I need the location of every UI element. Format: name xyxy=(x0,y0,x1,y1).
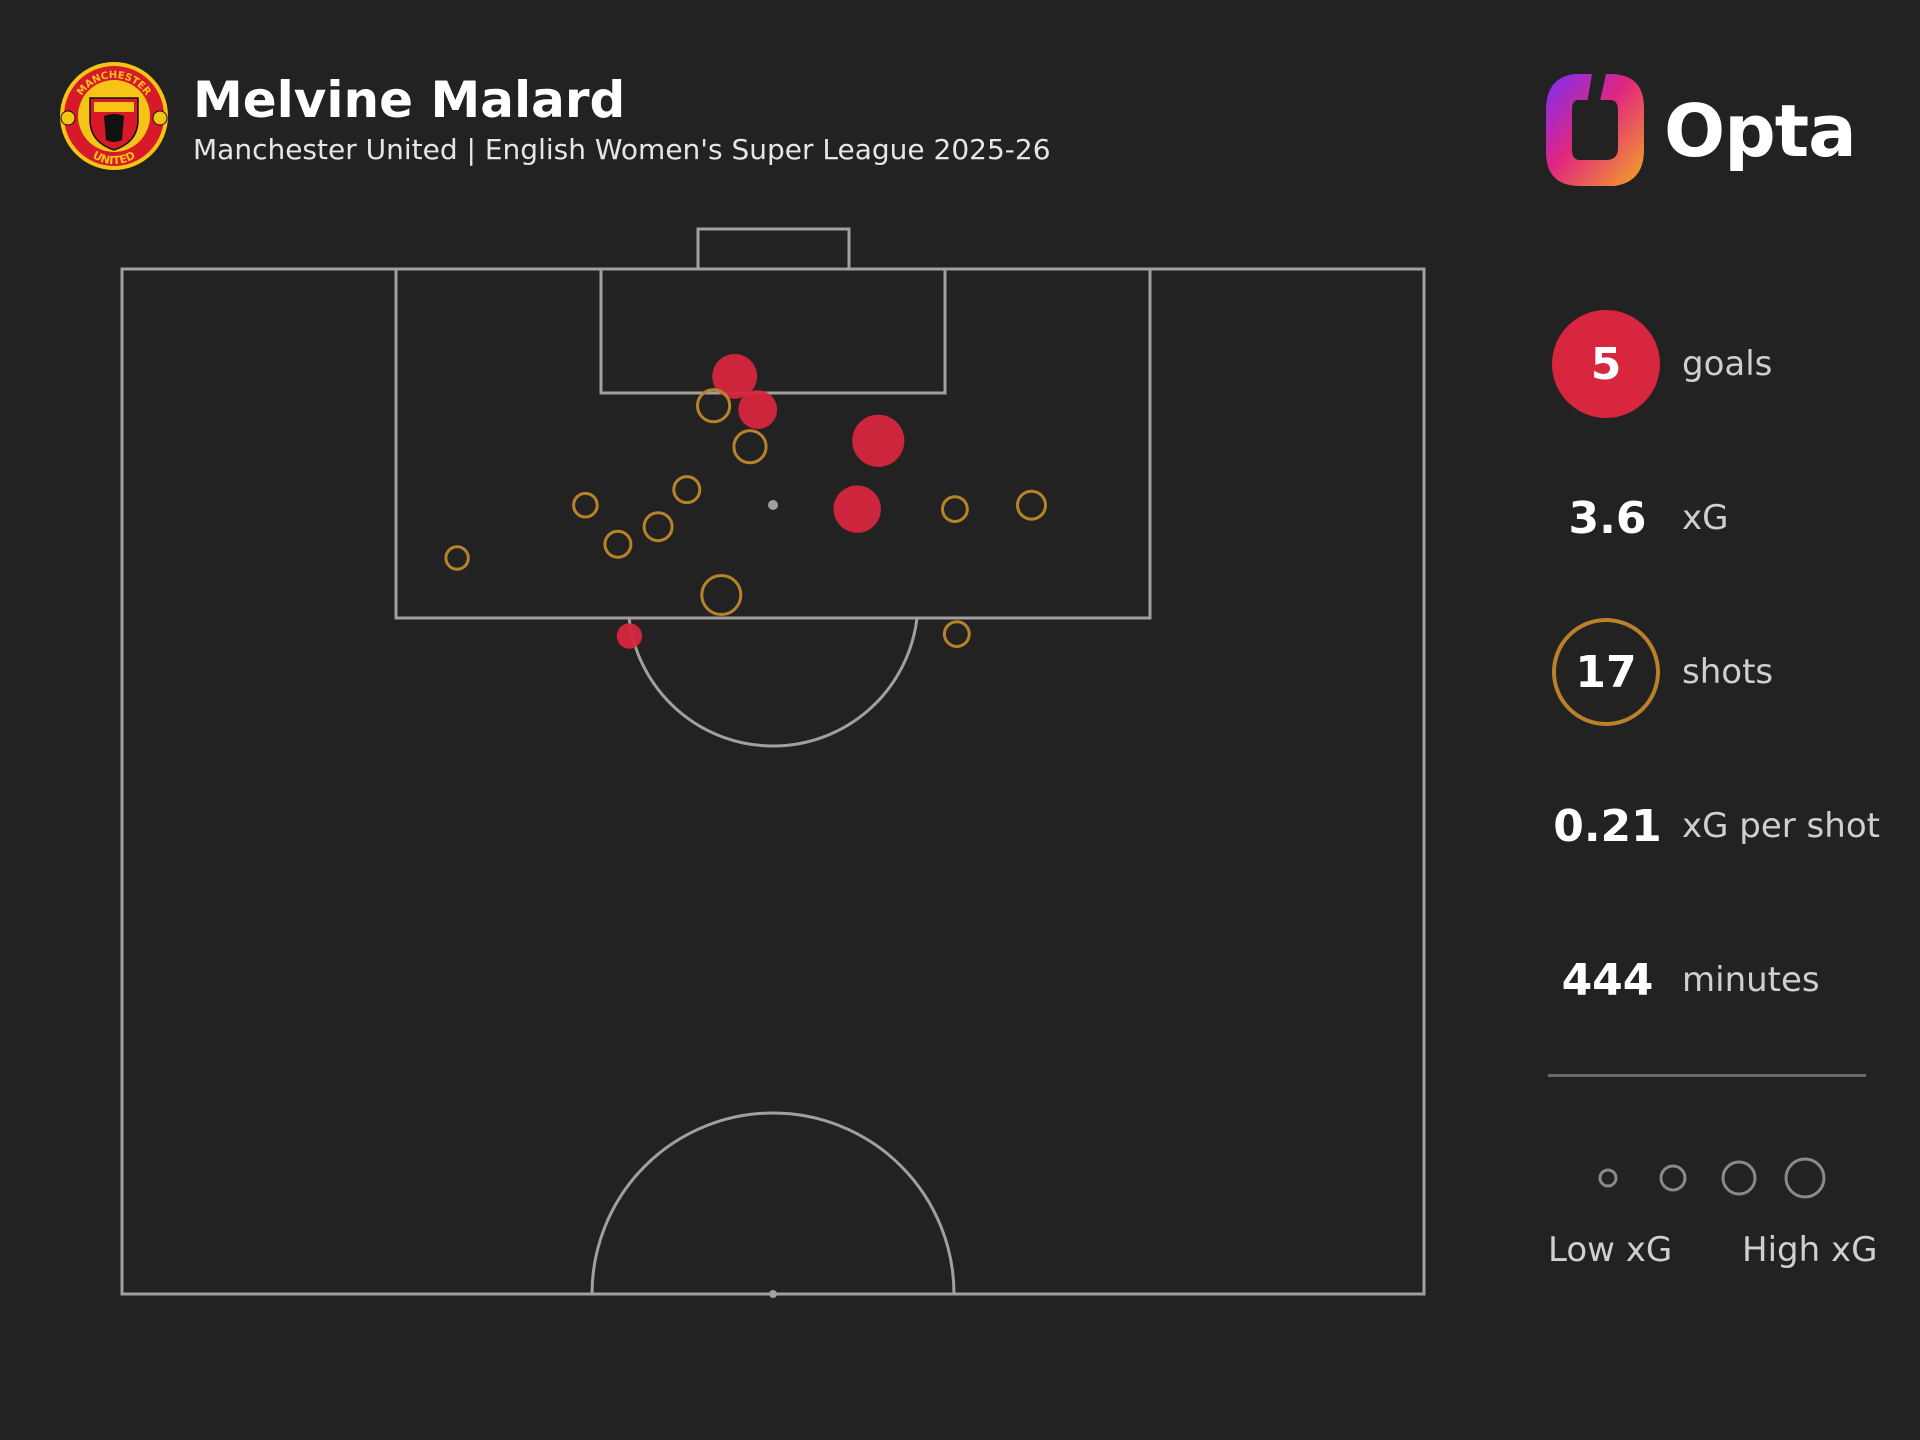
six-yard-box xyxy=(599,267,947,395)
pitch-markings xyxy=(120,227,1426,1296)
legend-circle-4 xyxy=(1784,1157,1826,1199)
center-circle xyxy=(590,1111,956,1295)
shot-marker xyxy=(700,574,743,616)
xg-value: 3.6 xyxy=(1568,492,1647,544)
opta-logo-icon xyxy=(1546,74,1644,186)
player-name: Melvine Malard xyxy=(193,71,626,129)
penalty-arc xyxy=(627,617,919,748)
stat-shots: 17 shots xyxy=(1540,618,1900,728)
minutes-label: minutes xyxy=(1682,960,1820,1000)
shot-marker xyxy=(603,529,633,559)
stat-xg-per-shot: 0.21 xG per shot xyxy=(1540,772,1900,882)
minutes-value: 444 xyxy=(1561,954,1654,1006)
shot-marker xyxy=(672,475,702,505)
goal-marker xyxy=(712,354,758,399)
xg-size-legend-icon xyxy=(1598,1157,1826,1199)
stat-goals: 5 goals xyxy=(1540,310,1900,420)
svg-text:UNITED: UNITED xyxy=(91,149,138,167)
legend-high-label: High xG xyxy=(1742,1230,1878,1270)
shot-markers xyxy=(444,354,1047,649)
shot-marker xyxy=(696,388,732,424)
legend-circle-1 xyxy=(1598,1168,1618,1188)
center-spot xyxy=(769,1290,777,1298)
goals-label: goals xyxy=(1682,344,1773,384)
shot-marker xyxy=(642,511,674,543)
goal-marker xyxy=(833,485,881,533)
pitch-outline xyxy=(120,267,1426,1296)
legend-circle-2 xyxy=(1659,1164,1687,1192)
shot-marker xyxy=(444,545,470,571)
goal-frame xyxy=(696,227,851,271)
goal-marker xyxy=(616,623,643,649)
shots-badge: 17 xyxy=(1552,618,1660,726)
legend-circle-3 xyxy=(1721,1160,1757,1196)
stats-divider xyxy=(1548,1074,1866,1077)
xg-per-shot-value: 0.21 xyxy=(1553,800,1662,852)
shot-marker xyxy=(1016,489,1047,521)
shot-map-chart xyxy=(120,227,1426,1298)
crest-text-bottom: UNITED xyxy=(91,149,138,167)
stat-xg: 3.6 xG xyxy=(1540,464,1900,574)
shot-marker xyxy=(732,429,768,465)
xg-per-shot-label: xG per shot xyxy=(1682,806,1880,846)
legend-low-label: Low xG xyxy=(1548,1230,1673,1270)
shots-label: shots xyxy=(1682,652,1774,692)
goal-marker xyxy=(738,390,778,429)
shot-marker xyxy=(572,491,599,519)
manchester-united-crest-icon: MANCHESTER UNITED xyxy=(60,62,168,170)
xg-label: xG xyxy=(1682,498,1729,538)
shot-marker xyxy=(942,620,971,648)
shot-marker xyxy=(941,495,969,524)
goals-badge: 5 xyxy=(1552,310,1660,418)
opta-wordmark: Opta xyxy=(1664,89,1857,173)
stat-minutes: 444 minutes xyxy=(1540,926,1900,1036)
subtitle: Manchester United | English Women's Supe… xyxy=(193,133,1051,166)
stats-panel: 5 goals 3.6 xG 17 shots 0.21 xG per shot… xyxy=(1540,310,1900,1310)
penalty-area xyxy=(394,267,1152,620)
goal-marker xyxy=(852,414,905,467)
penalty-spot xyxy=(768,500,778,510)
header: MANCHESTER UNITED Melvine Malard Manches… xyxy=(0,0,1920,200)
